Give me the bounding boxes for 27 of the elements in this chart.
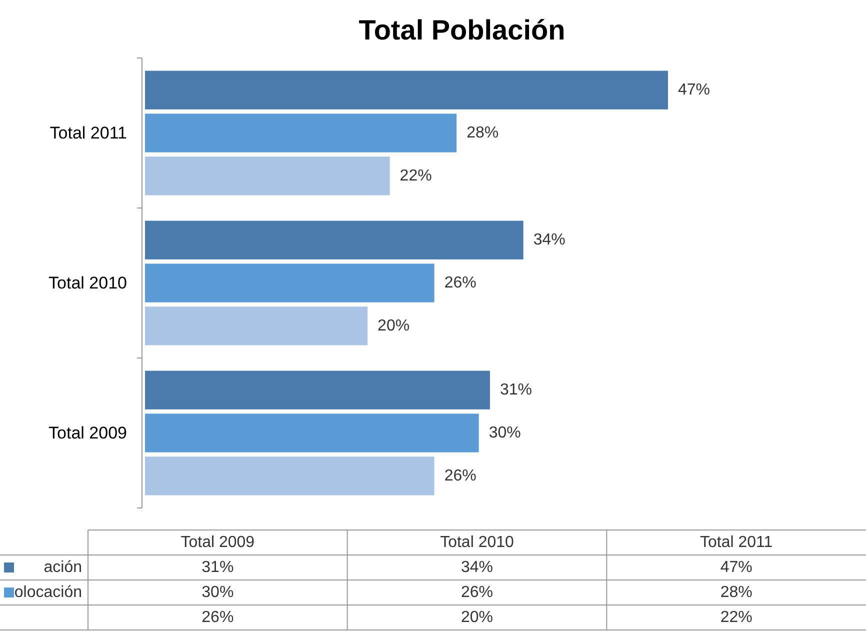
text: 20% [460, 609, 494, 626]
text: 26% [202, 609, 234, 626]
text: 31% [202, 559, 234, 576]
data-label: 26% [444, 274, 476, 292]
text: 34% [460, 559, 494, 576]
y-tick-label: Total 2011 [50, 124, 127, 142]
category-label: Total 2011 [700, 534, 773, 551]
data-label: 26% [444, 467, 476, 484]
data-label: 30% [488, 424, 521, 442]
text: 30% [202, 584, 234, 601]
data-label: 47% [678, 82, 710, 99]
data-label: 22% [400, 167, 432, 184]
legend-label: olocación [14, 584, 82, 601]
text: 22% [720, 609, 752, 626]
data-label: 34% [533, 232, 566, 249]
category-label: Total 2009 [180, 534, 255, 551]
chart-title: Total Población [358, 14, 566, 46]
category-label: Total 2010 [440, 534, 514, 551]
data-label: 20% [378, 317, 410, 334]
y-tick-label: Total 2009 [48, 424, 127, 442]
legend-label: ación [44, 559, 82, 576]
data-label: 31% [500, 382, 532, 399]
data-label: 28% [466, 124, 499, 142]
y-tick-label: Total 2010 [48, 274, 127, 292]
text: 47% [720, 559, 752, 576]
text: 26% [460, 584, 494, 601]
text: 28% [720, 584, 752, 601]
